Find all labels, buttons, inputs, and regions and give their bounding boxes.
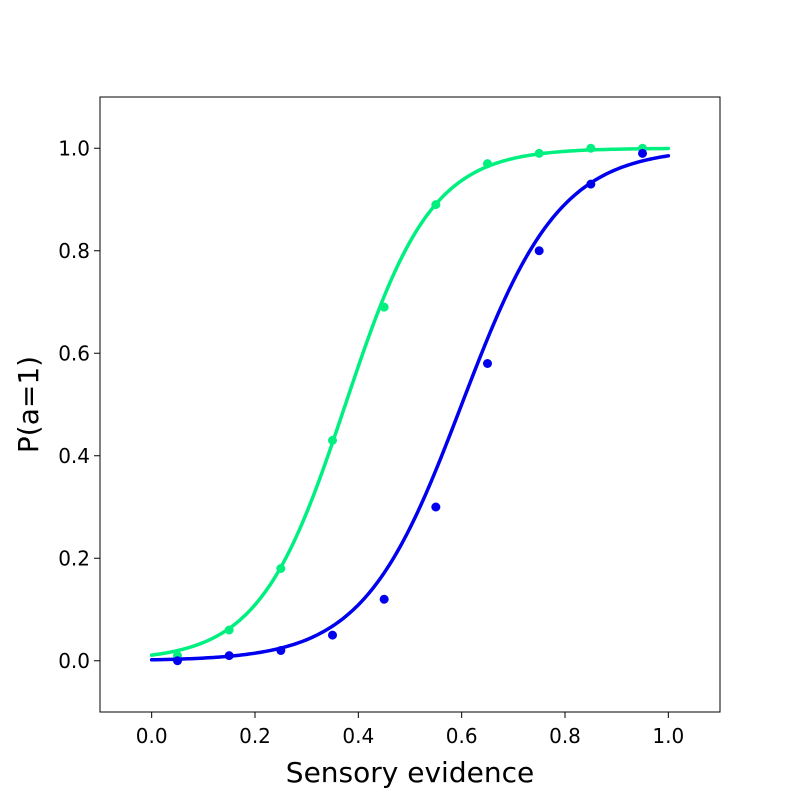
series-2 xyxy=(149,148,671,666)
x-tick-label: 0.2 xyxy=(239,724,271,748)
data-point xyxy=(224,625,234,635)
x-axis-title: Sensory evidence xyxy=(286,756,534,789)
plot-frame xyxy=(99,96,721,713)
x-tick-label: 0.6 xyxy=(446,724,478,748)
data-point xyxy=(379,302,389,312)
y-tick-label: 0.6 xyxy=(58,341,90,365)
data-point xyxy=(431,200,441,210)
x-tick-label: 0.4 xyxy=(342,724,374,748)
x-tick-label: 0.8 xyxy=(549,724,581,748)
data-point xyxy=(276,564,286,573)
y-axis: 0.0 0.2 0.4 0.6 0.8 1.0 xyxy=(58,136,100,673)
data-point xyxy=(534,246,544,256)
y-axis-title: P(a=1) xyxy=(12,356,45,453)
y-tick-label: 0.8 xyxy=(58,239,90,263)
y-tick-label: 0.0 xyxy=(58,649,90,673)
x-axis: 0.0 0.2 0.4 0.6 0.8 1.0 xyxy=(136,712,684,748)
data-point xyxy=(224,651,234,661)
series-layer xyxy=(149,143,671,666)
data-point xyxy=(276,646,286,655)
x-tick-label: 0.0 xyxy=(136,724,168,748)
data-point xyxy=(328,435,337,445)
data-point xyxy=(586,143,596,153)
data-point xyxy=(586,179,596,189)
fit-curve xyxy=(149,146,671,657)
data-point xyxy=(483,159,492,169)
data-point xyxy=(431,502,441,512)
data-point xyxy=(379,594,389,604)
y-tick-label: 0.2 xyxy=(58,546,90,570)
data-point xyxy=(638,148,647,158)
y-tick-label: 0.4 xyxy=(58,444,90,468)
fit-curve xyxy=(149,154,671,662)
data-point xyxy=(328,630,337,640)
y-tick-label: 1.0 xyxy=(58,136,90,160)
x-tick-label: 1.0 xyxy=(652,724,684,748)
data-point xyxy=(173,656,182,666)
data-point xyxy=(534,148,544,158)
data-point xyxy=(483,359,492,368)
